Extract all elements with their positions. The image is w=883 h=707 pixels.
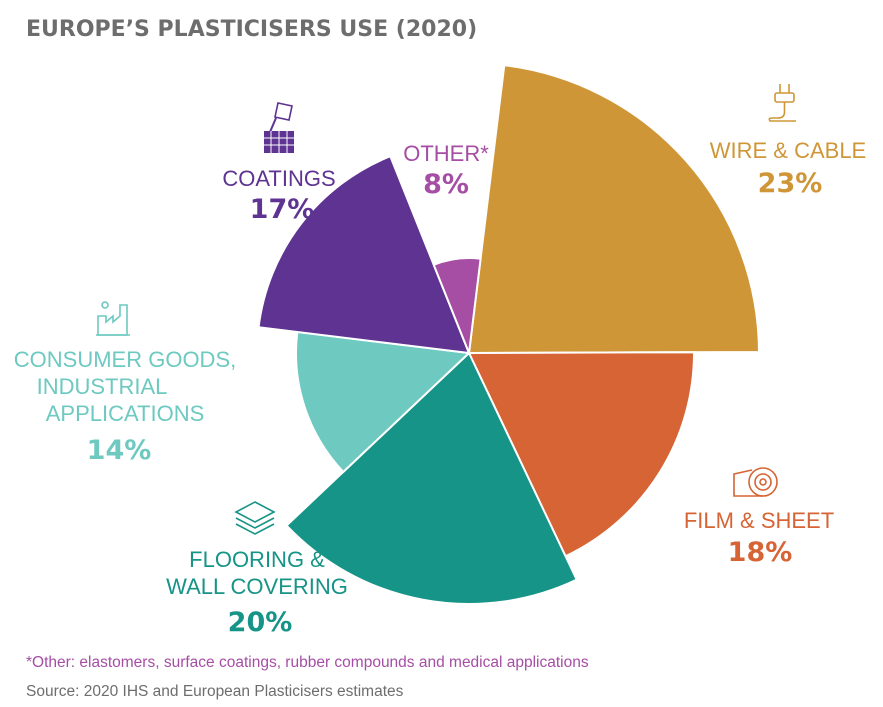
film-roll-icon — [733, 467, 778, 497]
pct-coatings: 17% — [250, 194, 315, 225]
pct-flooring-wall-covering: 20% — [228, 607, 293, 638]
label-consumer-goods: CONSUMER GOODS, INDUSTRIAL APPLICATIONS — [14, 347, 236, 426]
pct-wire-cable: 23% — [758, 168, 823, 199]
label-flooring-wall-covering: FLOORING & WALL COVERING — [166, 547, 348, 599]
label-wire-cable: WIRE & CABLE — [710, 138, 866, 163]
paint-bucket-icon — [264, 102, 294, 153]
pct-consumer-goods: 14% — [87, 435, 152, 466]
chart-title: EUROPE’S PLASTICISERS USE (2020) — [26, 17, 477, 42]
footnote: *Other: elastomers, surface coatings, ru… — [26, 654, 589, 671]
factory-icon — [96, 301, 130, 336]
label-coatings: COATINGS — [222, 166, 335, 191]
floor-tiles-icon — [234, 501, 276, 535]
pie-slices — [257, 64, 761, 605]
pct-film-sheet: 18% — [728, 537, 793, 568]
source-note: Source: 2020 IHS and European Plasticise… — [26, 683, 404, 700]
label-film-sheet: FILM & SHEET — [684, 508, 834, 533]
label-other: OTHER* — [403, 141, 489, 166]
slice-wire-cable — [467, 64, 761, 355]
slice-other — [432, 257, 482, 354]
slice-film-sheet — [467, 351, 696, 558]
pct-other: 8% — [423, 169, 469, 200]
slice-consumer-goods — [295, 330, 472, 474]
slice-flooring-wall-covering — [285, 351, 579, 605]
slice-coatings — [257, 154, 471, 355]
plug-icon — [768, 84, 796, 122]
